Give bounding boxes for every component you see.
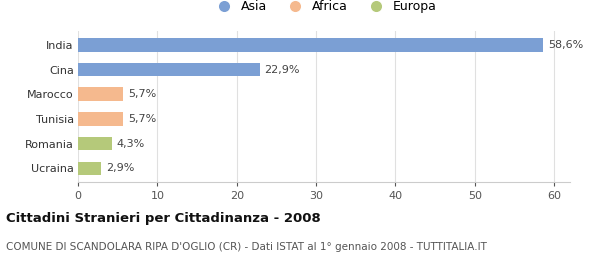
Text: Cittadini Stranieri per Cittadinanza - 2008: Cittadini Stranieri per Cittadinanza - 2… — [6, 212, 321, 225]
Bar — [78, 38, 543, 52]
Bar — [78, 112, 123, 126]
Text: 2,9%: 2,9% — [106, 163, 134, 173]
Text: 22,9%: 22,9% — [265, 64, 300, 75]
Text: COMUNE DI SCANDOLARA RIPA D'OGLIO (CR) - Dati ISTAT al 1° gennaio 2008 - TUTTITA: COMUNE DI SCANDOLARA RIPA D'OGLIO (CR) -… — [6, 242, 487, 252]
Legend: Asia, Africa, Europa: Asia, Africa, Europa — [206, 0, 442, 18]
Bar — [78, 161, 101, 175]
Text: 4,3%: 4,3% — [117, 139, 145, 149]
Text: 5,7%: 5,7% — [128, 114, 156, 124]
Bar — [78, 87, 123, 101]
Bar — [78, 63, 260, 76]
Bar — [78, 137, 112, 151]
Text: 58,6%: 58,6% — [548, 40, 583, 50]
Text: 5,7%: 5,7% — [128, 89, 156, 99]
